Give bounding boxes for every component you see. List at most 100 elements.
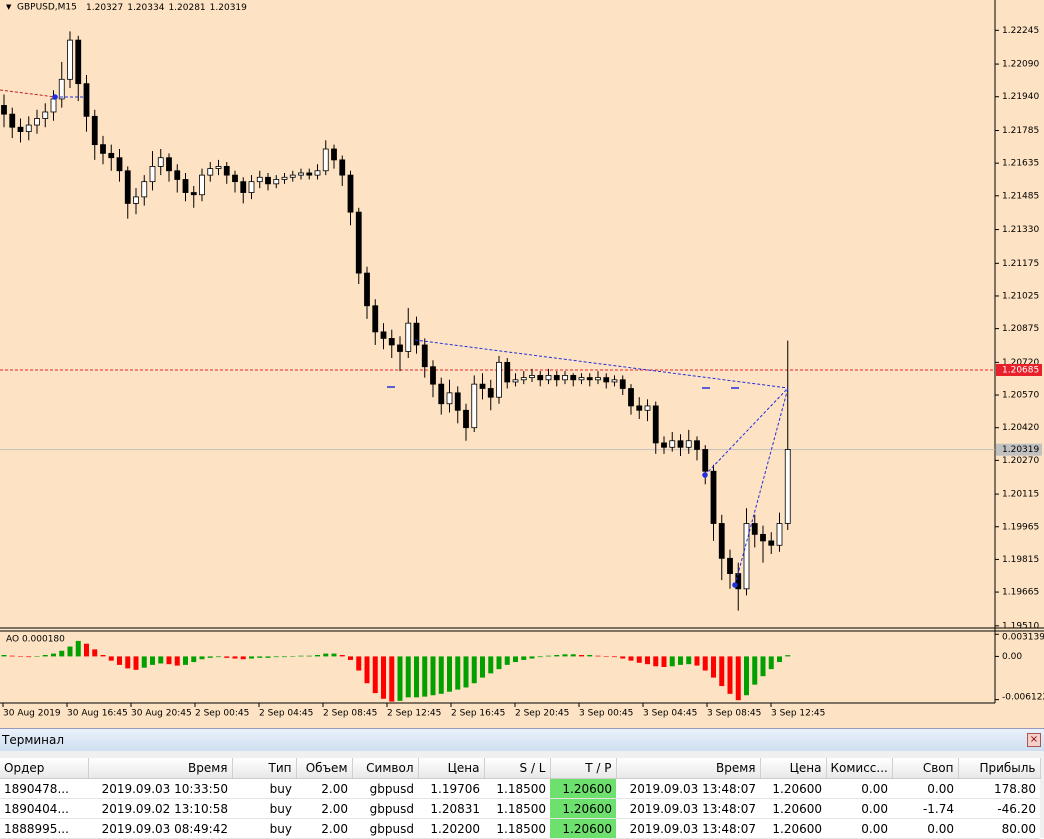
ao-bar (290, 656, 296, 657)
trade-line (414, 339, 789, 389)
price-label-bg (996, 443, 1042, 456)
order-row[interactable]: 1888995... 2019.09.03 08:49:42 buy 2.00 gbpu… (0, 818, 1040, 839)
candle-body (578, 377, 585, 381)
candle-body (133, 196, 139, 204)
column-header[interactable]: Время (616, 758, 761, 779)
order-row[interactable]: 1890404... 2019.09.02 13:10:58 buy 2.00 gbpu… (0, 798, 1040, 819)
column-header[interactable]: Своп (892, 758, 959, 779)
x-tick-label: 30 Aug 16:45 (67, 709, 128, 719)
candle-body (454, 392, 461, 411)
quote-value: 1.20327 (86, 3, 123, 13)
ao-bar (282, 656, 287, 658)
ao-bar (51, 653, 56, 657)
candle-body (446, 392, 453, 405)
cell: 1.20600 (760, 798, 826, 819)
ao-bar (537, 656, 543, 658)
indicator-title: AO 0.000180 (6, 635, 65, 645)
y-tick-label: 1.20570 (1002, 391, 1039, 401)
candle-body (355, 211, 362, 274)
cell: 2019.09.03 08:49:42 (88, 818, 232, 839)
column-header[interactable]: Комисс... (826, 758, 893, 779)
column-header[interactable]: T / P (550, 758, 617, 779)
order-row[interactable]: 1890478... 2019.09.03 10:33:50 buy 2.00 gbpu… (0, 778, 1040, 799)
cell: 2019.09.02 13:10:58 (88, 798, 232, 819)
cell: 1.20600 (550, 778, 616, 799)
ao-bar (397, 656, 403, 701)
column-header[interactable]: Цена (760, 758, 827, 779)
ao-bar (455, 656, 461, 690)
x-tick-label: 3 Sep 12:45 (771, 709, 825, 719)
candle-body (438, 383, 445, 405)
ao-bar (108, 656, 114, 661)
ao-bar (26, 656, 32, 658)
column-header[interactable]: Ордер (0, 758, 89, 779)
candle-body (281, 176, 288, 180)
x-tick-label: 2 Sep 16:45 (451, 709, 505, 719)
candle-body (17, 126, 24, 132)
y-tick-label: 1.19815 (1002, 555, 1039, 565)
ao-bar (669, 656, 675, 667)
candle-body (83, 83, 90, 117)
candle-body (611, 379, 618, 383)
candle-body (776, 523, 783, 546)
ao-bar (760, 656, 766, 677)
terminal: Терминал × Ордер Время Тип Объем Символ Цена S … (0, 728, 1044, 839)
candle-body (265, 176, 271, 185)
column-header[interactable]: S / L (484, 758, 551, 779)
ao-bar (554, 655, 560, 657)
ao-bar (59, 650, 65, 657)
candle-body (553, 375, 560, 381)
column-header[interactable]: Символ (352, 758, 419, 779)
column-header[interactable]: Тип (232, 758, 297, 779)
ao-bar (34, 656, 40, 657)
candle-body (784, 449, 791, 524)
ao-bar (84, 643, 89, 657)
candle-body (430, 366, 436, 385)
cell: -46.20 (958, 798, 1040, 819)
ao-bar (405, 656, 411, 698)
cell: buy (232, 818, 296, 839)
candle-body (603, 377, 610, 383)
ao-bar (9, 655, 15, 657)
candle-body (652, 405, 659, 444)
ao-bar (224, 656, 230, 658)
candle-body (471, 383, 478, 429)
candle-body (529, 375, 535, 379)
y-tick-label: 1.20720 (1002, 358, 1039, 368)
ao-bar (570, 654, 576, 657)
candle-body (562, 375, 568, 381)
price-label-bg (996, 363, 1042, 376)
cell: 2019.09.03 13:48:07 (616, 818, 760, 839)
entry (52, 94, 58, 100)
candle-body (232, 174, 238, 183)
ao-tick-label: 0.00 (1002, 652, 1022, 662)
candle-body (512, 379, 519, 383)
candle-body (58, 78, 65, 100)
candle-body (718, 523, 725, 559)
y-tick-label: 1.20420 (1002, 423, 1039, 433)
y-tick-label: 1.21175 (1002, 259, 1039, 269)
candle-body (306, 172, 313, 176)
ao-bar (240, 656, 246, 660)
ao-bar (92, 649, 98, 657)
ao-bar (298, 655, 304, 657)
ao-bar (471, 656, 477, 684)
cell: 2019.09.03 13:48:07 (616, 798, 760, 819)
close-button[interactable]: × (1027, 733, 1041, 747)
y-tick-label: 1.20270 (1002, 456, 1039, 466)
x-tick-label: 2 Sep 12:45 (387, 709, 441, 719)
candle-body (149, 166, 156, 183)
candle-body (256, 176, 263, 183)
candle-body (463, 409, 469, 429)
column-header[interactable]: Цена (418, 758, 485, 779)
ao-bar (496, 656, 502, 670)
candle-body (479, 383, 486, 389)
column-header[interactable]: Прибыль (958, 758, 1041, 779)
column-header[interactable]: Время (88, 758, 233, 779)
trade-line (704, 387, 789, 476)
ao-bar (785, 655, 791, 657)
x-tick-label: 2 Sep 04:45 (259, 709, 313, 719)
axis-bg (0, 703, 1044, 728)
column-header[interactable]: Объем (296, 758, 353, 779)
candle-body (586, 377, 593, 381)
